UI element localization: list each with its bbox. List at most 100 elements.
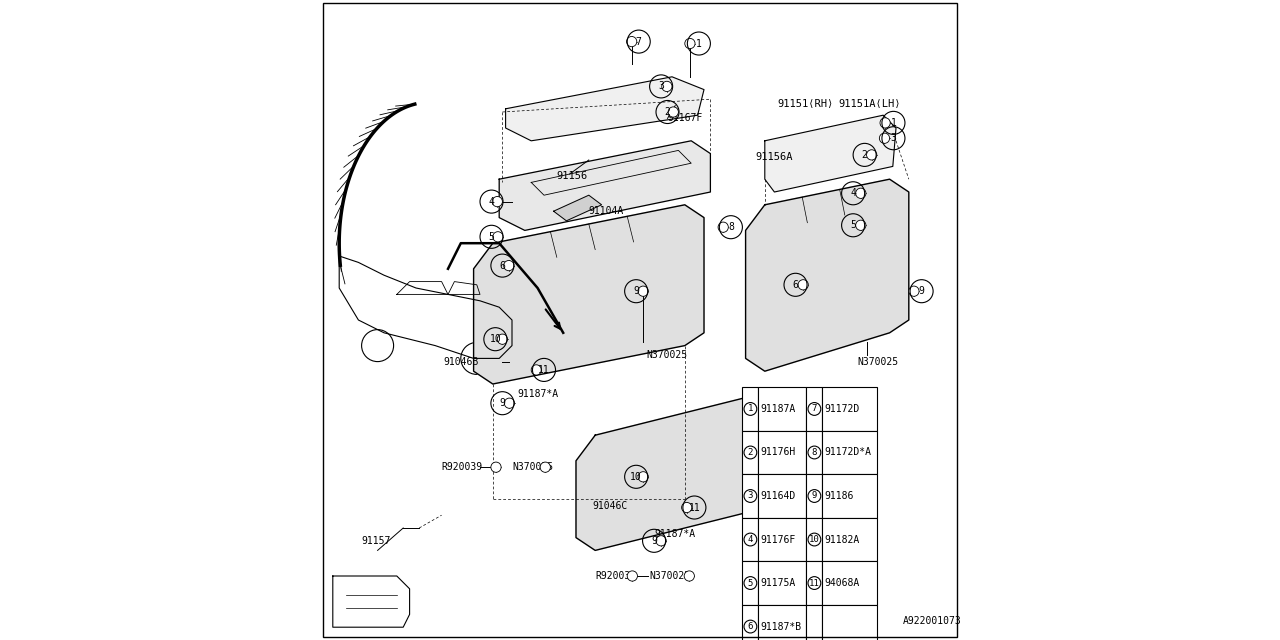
Circle shape bbox=[867, 150, 877, 160]
Polygon shape bbox=[474, 205, 704, 384]
Circle shape bbox=[504, 398, 515, 408]
Polygon shape bbox=[499, 141, 710, 230]
Text: 11: 11 bbox=[538, 365, 550, 375]
Polygon shape bbox=[576, 397, 768, 550]
Text: 11: 11 bbox=[689, 502, 700, 513]
Circle shape bbox=[497, 334, 507, 344]
Text: 91186: 91186 bbox=[824, 491, 854, 501]
Text: 91167F: 91167F bbox=[668, 113, 703, 124]
Circle shape bbox=[503, 260, 513, 271]
Bar bbox=[823, 431, 877, 474]
Bar bbox=[806, 605, 823, 640]
Bar bbox=[759, 474, 806, 518]
Text: 91187*A: 91187*A bbox=[655, 529, 696, 540]
Circle shape bbox=[627, 36, 637, 47]
Text: R920039: R920039 bbox=[595, 571, 636, 581]
Circle shape bbox=[657, 536, 667, 546]
Text: 91187*A: 91187*A bbox=[517, 388, 558, 399]
Circle shape bbox=[662, 81, 672, 92]
Text: 3: 3 bbox=[748, 492, 753, 500]
Circle shape bbox=[493, 232, 503, 242]
Circle shape bbox=[493, 196, 503, 207]
Bar bbox=[806, 474, 823, 518]
Circle shape bbox=[855, 188, 867, 198]
Polygon shape bbox=[506, 77, 704, 141]
Bar bbox=[742, 518, 759, 561]
Circle shape bbox=[639, 472, 649, 482]
Text: 7: 7 bbox=[636, 36, 641, 47]
Bar bbox=[759, 605, 806, 640]
Text: N370025: N370025 bbox=[646, 350, 687, 360]
Circle shape bbox=[684, 571, 695, 581]
Text: 5: 5 bbox=[748, 579, 753, 588]
Text: 91187*B: 91187*B bbox=[760, 621, 801, 632]
Bar bbox=[742, 387, 759, 431]
Bar bbox=[806, 518, 823, 561]
Circle shape bbox=[855, 220, 867, 230]
Text: N370025: N370025 bbox=[512, 462, 553, 472]
Bar bbox=[823, 474, 877, 518]
Circle shape bbox=[627, 571, 637, 581]
Text: 6: 6 bbox=[748, 622, 753, 631]
Text: 91175A: 91175A bbox=[760, 578, 796, 588]
Text: 94068A: 94068A bbox=[824, 578, 860, 588]
Text: 91176F: 91176F bbox=[760, 534, 796, 545]
Circle shape bbox=[639, 286, 649, 296]
Circle shape bbox=[531, 365, 541, 375]
Circle shape bbox=[492, 462, 502, 472]
Text: 91157: 91157 bbox=[362, 536, 390, 546]
Text: 8: 8 bbox=[812, 448, 817, 457]
Text: 6: 6 bbox=[499, 260, 506, 271]
Bar bbox=[806, 561, 823, 605]
Text: 10: 10 bbox=[489, 334, 502, 344]
Text: 9: 9 bbox=[812, 492, 817, 500]
Text: 1: 1 bbox=[891, 118, 896, 128]
Polygon shape bbox=[554, 195, 602, 221]
Circle shape bbox=[682, 502, 692, 513]
Text: 3: 3 bbox=[658, 81, 664, 92]
Text: 4: 4 bbox=[850, 188, 856, 198]
Bar bbox=[759, 518, 806, 561]
Circle shape bbox=[879, 133, 890, 143]
Text: 91046B: 91046B bbox=[443, 356, 479, 367]
Bar bbox=[742, 561, 759, 605]
Bar bbox=[742, 431, 759, 474]
Bar bbox=[759, 387, 806, 431]
Bar bbox=[806, 431, 823, 474]
Text: 10: 10 bbox=[630, 472, 643, 482]
Text: 4: 4 bbox=[489, 196, 494, 207]
Bar bbox=[742, 605, 759, 640]
Text: 9: 9 bbox=[499, 398, 506, 408]
Bar bbox=[823, 387, 877, 431]
Text: 11: 11 bbox=[809, 579, 819, 588]
Text: N370025: N370025 bbox=[650, 571, 691, 581]
Text: 91172D: 91172D bbox=[824, 404, 860, 414]
Circle shape bbox=[909, 286, 919, 296]
Bar bbox=[823, 605, 877, 640]
Text: 91104A: 91104A bbox=[589, 206, 625, 216]
Polygon shape bbox=[765, 115, 896, 192]
Text: 5: 5 bbox=[489, 232, 494, 242]
Text: 91156: 91156 bbox=[557, 171, 588, 181]
Text: 7: 7 bbox=[812, 404, 817, 413]
Text: 1: 1 bbox=[748, 404, 753, 413]
Polygon shape bbox=[745, 179, 909, 371]
Text: 6: 6 bbox=[792, 280, 799, 290]
Text: 91172D*A: 91172D*A bbox=[824, 447, 872, 458]
Bar bbox=[759, 431, 806, 474]
Circle shape bbox=[718, 222, 728, 232]
Text: 91151⟨RH⟩: 91151⟨RH⟩ bbox=[777, 99, 833, 109]
Text: N370025: N370025 bbox=[858, 356, 899, 367]
Text: 91182A: 91182A bbox=[824, 534, 860, 545]
Text: 91164D: 91164D bbox=[760, 491, 796, 501]
Circle shape bbox=[540, 462, 550, 472]
Text: 10: 10 bbox=[809, 535, 819, 544]
Text: 2: 2 bbox=[861, 150, 868, 160]
Bar bbox=[823, 518, 877, 561]
Text: 91187A: 91187A bbox=[760, 404, 796, 414]
Text: 9: 9 bbox=[652, 536, 657, 546]
Circle shape bbox=[799, 280, 809, 290]
Bar bbox=[806, 387, 823, 431]
Text: 9: 9 bbox=[634, 286, 639, 296]
Bar bbox=[759, 561, 806, 605]
